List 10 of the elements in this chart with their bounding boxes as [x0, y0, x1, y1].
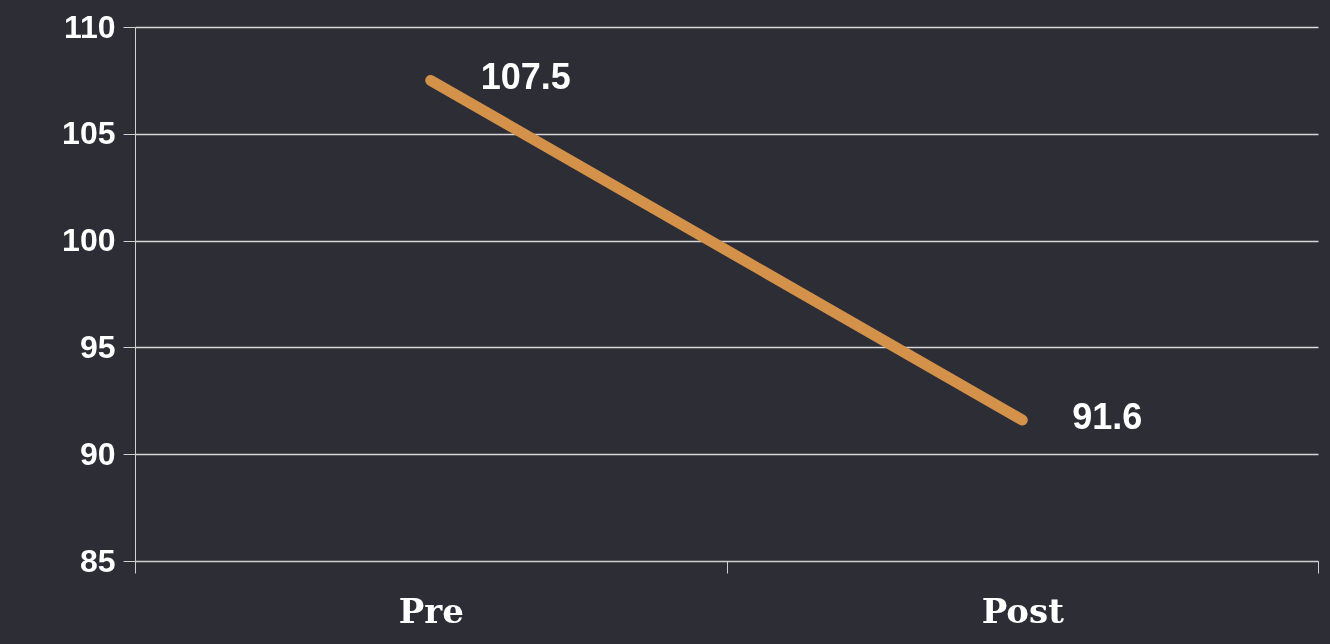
y-tick-label: 110 — [63, 8, 116, 45]
y-tick-label: 100 — [62, 222, 116, 259]
y-tick-label: 95 — [79, 328, 116, 365]
data-label: 91.6 — [1072, 396, 1143, 438]
x-tick-label: Pre — [398, 590, 464, 631]
x-tick-label: Post — [981, 590, 1065, 631]
y-tick-label: 90 — [79, 435, 116, 472]
y-tick-label: 85 — [79, 542, 116, 579]
data-label: 107.5 — [480, 56, 571, 98]
y-tick-label: 105 — [62, 115, 116, 152]
